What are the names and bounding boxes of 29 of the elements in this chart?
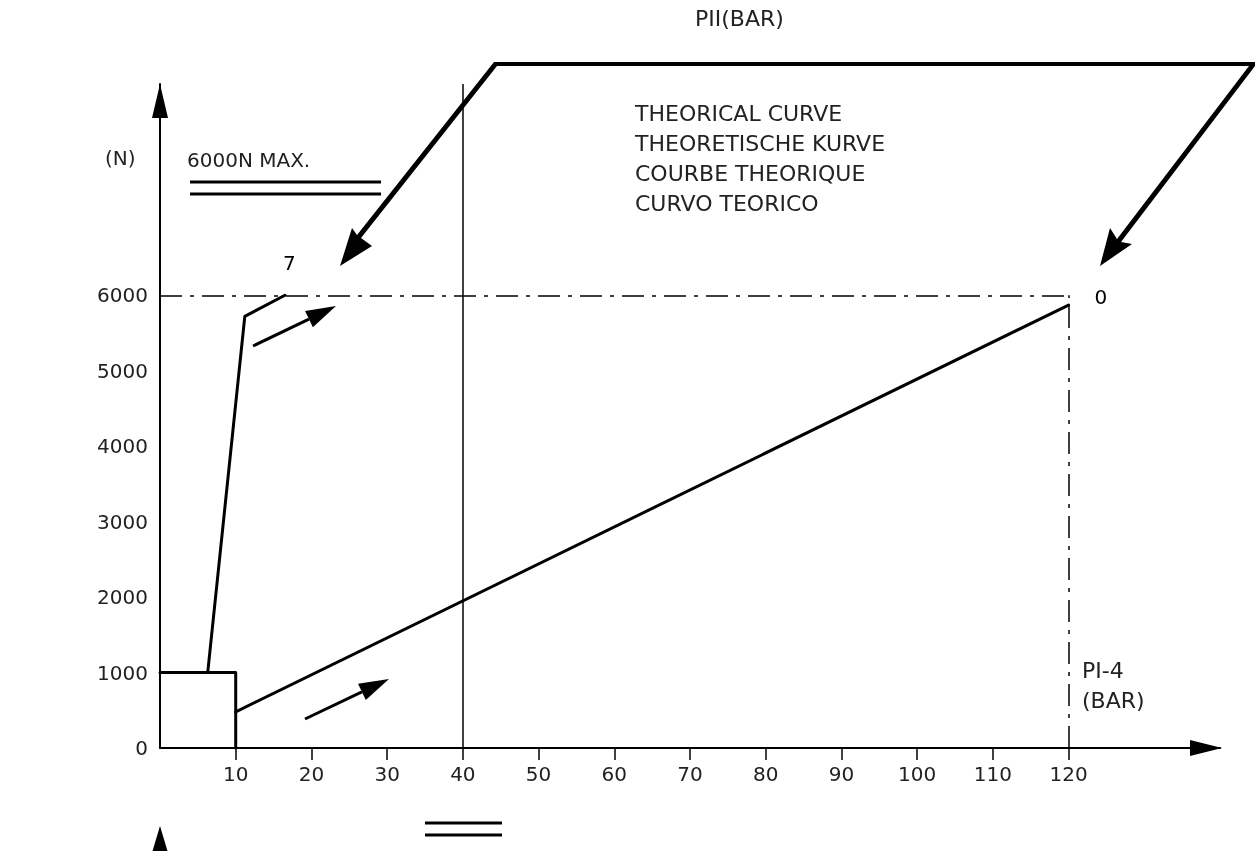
annotation: CURVO TEORICO [635,190,819,216]
y-tick-label: 6000 [97,283,148,308]
x-tick-label: 30 [374,762,400,786]
y-tick-label: 4000 [97,434,148,459]
x-tick-label: 60 [601,762,628,786]
x-tick-label: 90 [828,762,855,786]
chart-title: PII(BAR) [695,5,784,31]
series-label: 0 [1094,285,1108,310]
x-tick-label: 20 [298,762,325,786]
x-tick-label: 10 [222,762,249,786]
y-tick-label: 1000 [97,660,148,685]
y-axis-title: (N) [105,146,136,170]
annotation: THEORICAL CURVE [634,100,843,126]
x-tick-label: 40 [450,762,476,786]
annotation: 6000N MAX. [187,148,311,172]
annotation: THEORETISCHE KURVE [634,130,886,156]
x-axis-title: PI-4 (BAR) [1082,657,1145,713]
x-tick-label: 120 [1049,762,1088,786]
x-tick-label: 110 [973,762,1012,786]
x-tick-label: 70 [677,762,703,786]
y-tick-label: 0 [135,736,148,760]
x-tick-label: 50 [525,762,552,786]
annotation: COURBE THEORIQUE [635,160,866,186]
y-tick-label: 3000 [97,509,148,534]
x-tick-label: 80 [752,762,779,786]
y-tick-label: 5000 [97,358,148,383]
series-label: 7 [282,251,296,276]
x-tick-label: 100 [898,762,937,786]
y-tick-label: 2000 [97,585,148,610]
